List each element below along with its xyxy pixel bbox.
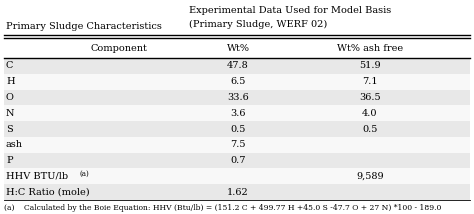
Text: HHV BTU/lb: HHV BTU/lb: [6, 172, 68, 181]
Text: 51.9: 51.9: [359, 61, 381, 70]
Bar: [4, 105, 470, 121]
Text: 7.1: 7.1: [362, 77, 378, 86]
Text: S: S: [6, 125, 13, 134]
Bar: [4, 184, 470, 200]
Text: 47.8: 47.8: [227, 61, 249, 70]
Text: 36.5: 36.5: [359, 93, 381, 102]
Text: 4.0: 4.0: [362, 109, 378, 118]
Text: 3.6: 3.6: [230, 109, 246, 118]
Text: H: H: [6, 77, 15, 86]
Text: O: O: [6, 93, 14, 102]
Text: Primary Sludge Characteristics: Primary Sludge Characteristics: [6, 21, 162, 31]
Text: (a)    Calculated by the Boie Equation: HHV (Btu/lb) = (151.2 C + 499.77 H +45.0: (a) Calculated by the Boie Equation: HHV…: [4, 204, 441, 212]
Text: 6.5: 6.5: [230, 77, 246, 86]
Text: Wt%: Wt%: [227, 43, 249, 52]
Text: Experimental Data Used for Model Basis: Experimental Data Used for Model Basis: [189, 6, 391, 15]
Text: C: C: [6, 61, 13, 70]
Text: 0.5: 0.5: [362, 125, 378, 134]
Text: H:C Ratio (mole): H:C Ratio (mole): [6, 188, 90, 197]
Text: N: N: [6, 109, 15, 118]
Bar: [4, 168, 470, 184]
Text: Wt% ash free: Wt% ash free: [337, 43, 403, 52]
Text: P: P: [6, 156, 13, 165]
Bar: [4, 74, 470, 89]
Bar: [4, 89, 470, 105]
Text: (a): (a): [80, 169, 90, 177]
Text: (Primary Sludge, WERF 02): (Primary Sludge, WERF 02): [189, 19, 327, 28]
Text: 7.5: 7.5: [230, 140, 246, 149]
Text: 33.6: 33.6: [227, 93, 249, 102]
Bar: [4, 153, 470, 168]
Text: Component: Component: [90, 43, 147, 52]
Bar: [4, 58, 470, 74]
Text: 0.5: 0.5: [230, 125, 246, 134]
Text: ash: ash: [6, 140, 23, 149]
Text: 1.62: 1.62: [227, 188, 249, 197]
Bar: [4, 121, 470, 137]
Text: 0.7: 0.7: [230, 156, 246, 165]
Text: 9,589: 9,589: [356, 172, 384, 181]
Bar: [4, 137, 470, 153]
